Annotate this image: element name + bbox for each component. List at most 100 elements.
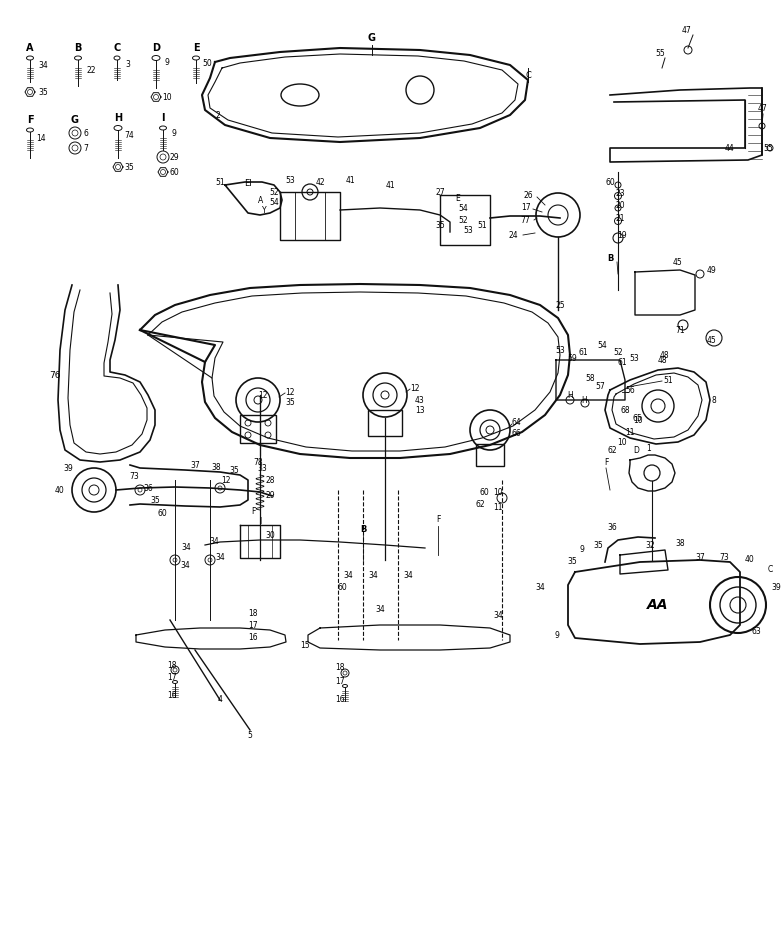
Text: 18: 18 bbox=[249, 610, 258, 618]
Text: 12: 12 bbox=[285, 388, 295, 396]
Text: 34: 34 bbox=[181, 543, 191, 553]
Text: 15: 15 bbox=[300, 641, 310, 649]
Text: H: H bbox=[567, 391, 573, 399]
Text: 61: 61 bbox=[617, 357, 627, 367]
Text: 14: 14 bbox=[36, 134, 45, 142]
Text: 74: 74 bbox=[124, 131, 134, 139]
Text: 48: 48 bbox=[659, 351, 669, 359]
Text: 26: 26 bbox=[523, 191, 533, 199]
Text: 59: 59 bbox=[567, 354, 577, 362]
Text: 52: 52 bbox=[613, 348, 622, 356]
Text: 10: 10 bbox=[633, 415, 643, 425]
Bar bbox=[368, 410, 402, 436]
Text: 7: 7 bbox=[84, 143, 89, 153]
Text: 45: 45 bbox=[707, 336, 717, 344]
Text: 61: 61 bbox=[578, 348, 588, 356]
Text: 38: 38 bbox=[211, 463, 221, 471]
Text: 35: 35 bbox=[150, 496, 160, 504]
Text: 53: 53 bbox=[629, 354, 639, 362]
Text: 35: 35 bbox=[567, 557, 577, 567]
Text: 35: 35 bbox=[435, 221, 445, 229]
Text: 17: 17 bbox=[167, 673, 177, 683]
Text: 78: 78 bbox=[253, 458, 263, 466]
Text: 55: 55 bbox=[763, 143, 773, 153]
Text: 33: 33 bbox=[257, 464, 267, 472]
Text: 13: 13 bbox=[416, 406, 425, 414]
Text: 58: 58 bbox=[585, 374, 595, 382]
Text: 6: 6 bbox=[84, 129, 89, 137]
Text: 35: 35 bbox=[285, 397, 295, 407]
Text: 45: 45 bbox=[673, 258, 683, 266]
Text: 30: 30 bbox=[265, 531, 275, 539]
Text: B: B bbox=[360, 525, 366, 535]
Text: 36: 36 bbox=[143, 483, 153, 493]
Text: 34: 34 bbox=[209, 538, 219, 546]
Text: 40: 40 bbox=[55, 485, 65, 495]
Text: 35: 35 bbox=[593, 540, 603, 550]
Text: 52: 52 bbox=[269, 188, 279, 196]
Text: E: E bbox=[193, 43, 199, 53]
Text: 9: 9 bbox=[579, 545, 584, 555]
Text: 47: 47 bbox=[758, 103, 768, 113]
Text: 35: 35 bbox=[229, 465, 239, 475]
Text: H: H bbox=[114, 113, 122, 123]
Text: 56: 56 bbox=[625, 386, 635, 394]
Text: 1: 1 bbox=[647, 444, 652, 452]
Text: 42: 42 bbox=[315, 177, 325, 187]
Text: A: A bbox=[26, 43, 34, 53]
Text: I: I bbox=[162, 113, 165, 123]
Text: 34: 34 bbox=[343, 571, 353, 579]
Text: 17: 17 bbox=[336, 678, 345, 686]
Text: 60: 60 bbox=[169, 168, 179, 176]
Text: 60: 60 bbox=[157, 508, 167, 518]
Text: 54: 54 bbox=[269, 197, 279, 207]
Text: G: G bbox=[368, 33, 376, 43]
Text: D: D bbox=[633, 446, 639, 454]
Text: 62: 62 bbox=[475, 500, 485, 508]
Text: 65: 65 bbox=[632, 413, 642, 423]
Text: 25: 25 bbox=[555, 301, 564, 309]
Text: 34: 34 bbox=[38, 61, 48, 69]
Text: 53: 53 bbox=[285, 175, 295, 185]
Text: 19: 19 bbox=[617, 230, 627, 240]
Text: 17: 17 bbox=[249, 622, 258, 630]
Text: 44: 44 bbox=[725, 143, 735, 153]
Text: 73: 73 bbox=[719, 554, 729, 562]
Text: 10: 10 bbox=[617, 437, 627, 447]
Text: 11: 11 bbox=[493, 502, 503, 512]
Text: 29: 29 bbox=[265, 490, 275, 500]
Text: 9: 9 bbox=[165, 58, 169, 66]
Text: 52: 52 bbox=[458, 215, 468, 225]
Text: F: F bbox=[436, 516, 440, 524]
Text: 35: 35 bbox=[124, 162, 134, 172]
Text: 63: 63 bbox=[751, 628, 761, 636]
Text: 2: 2 bbox=[216, 111, 220, 119]
Text: 18: 18 bbox=[167, 661, 176, 669]
Text: F: F bbox=[604, 458, 608, 466]
Text: 10: 10 bbox=[493, 487, 503, 497]
Text: Y: Y bbox=[262, 206, 267, 214]
Text: 17: 17 bbox=[521, 203, 531, 211]
Text: 66: 66 bbox=[511, 428, 521, 437]
Text: 5: 5 bbox=[248, 731, 252, 739]
Text: 54: 54 bbox=[458, 204, 468, 212]
Text: EI: EI bbox=[244, 178, 252, 188]
Text: 39: 39 bbox=[64, 464, 73, 472]
Text: 60: 60 bbox=[479, 487, 489, 497]
Text: 32: 32 bbox=[645, 540, 655, 550]
Text: 34: 34 bbox=[493, 611, 503, 619]
Text: 29: 29 bbox=[169, 153, 179, 161]
Text: 28: 28 bbox=[265, 476, 274, 484]
Text: I: I bbox=[259, 518, 261, 526]
Text: 62: 62 bbox=[607, 446, 617, 454]
Text: 47: 47 bbox=[682, 26, 691, 34]
Text: C: C bbox=[525, 70, 531, 80]
Text: 37: 37 bbox=[695, 554, 705, 562]
Text: 34: 34 bbox=[368, 571, 378, 579]
Text: 53: 53 bbox=[463, 226, 473, 234]
Text: 41: 41 bbox=[345, 175, 355, 185]
Text: 16: 16 bbox=[249, 633, 258, 643]
Text: 16: 16 bbox=[336, 696, 345, 704]
Text: 34: 34 bbox=[180, 560, 190, 570]
Text: C: C bbox=[114, 43, 121, 53]
